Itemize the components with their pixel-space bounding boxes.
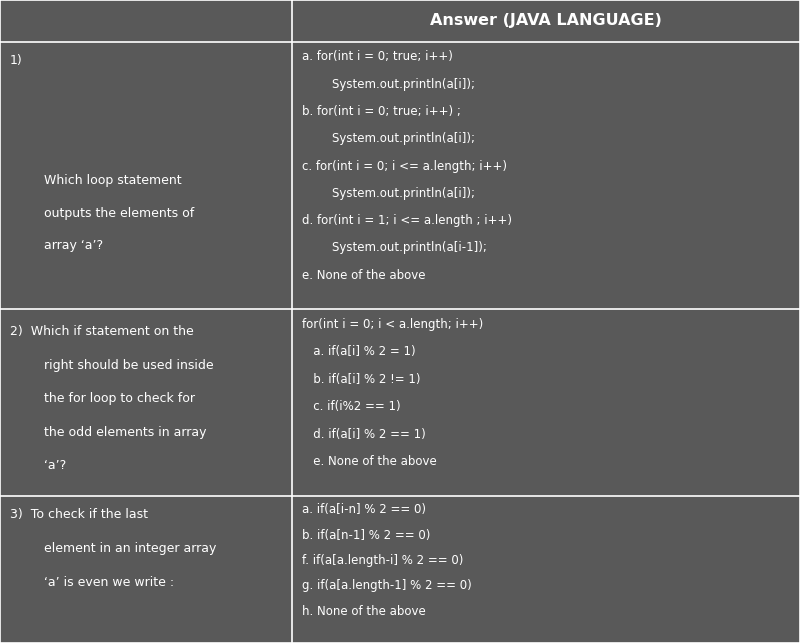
Text: element in an integer array: element in an integer array (44, 542, 216, 556)
Text: c. if(i%2 == 1): c. if(i%2 == 1) (302, 400, 400, 413)
Text: d. if(a[i] % 2 == 1): d. if(a[i] % 2 == 1) (302, 428, 426, 440)
Text: outputs the elements of: outputs the elements of (44, 206, 194, 219)
Text: e. None of the above: e. None of the above (302, 269, 425, 282)
Text: System.out.println(a[i]);: System.out.println(a[i]); (302, 187, 474, 200)
Text: c. for(int i = 0; i <= a.length; i++): c. for(int i = 0; i <= a.length; i++) (302, 159, 506, 172)
Text: System.out.println(a[i]);: System.out.println(a[i]); (302, 132, 474, 145)
Text: g. if(a[a.length-1] % 2 == 0): g. if(a[a.length-1] % 2 == 0) (302, 579, 471, 592)
Text: e. None of the above: e. None of the above (302, 455, 436, 468)
Text: right should be used inside: right should be used inside (44, 359, 214, 372)
Text: Which loop statement: Which loop statement (44, 174, 182, 187)
Text: System.out.println(a[i]);: System.out.println(a[i]); (302, 78, 474, 91)
Text: b. if(a[i] % 2 != 1): b. if(a[i] % 2 != 1) (302, 373, 420, 386)
Text: a. for(int i = 0; true; i++): a. for(int i = 0; true; i++) (302, 50, 453, 63)
Text: array ‘a’?: array ‘a’? (44, 239, 103, 251)
Text: System.out.println(a[i-1]);: System.out.println(a[i-1]); (302, 241, 486, 255)
Text: ‘a’?: ‘a’? (44, 459, 66, 473)
Text: the odd elements in array: the odd elements in array (44, 426, 206, 439)
Text: 1): 1) (10, 54, 22, 67)
Text: ‘a’ is even we write :: ‘a’ is even we write : (44, 576, 174, 589)
Text: 2)  Which if statement on the: 2) Which if statement on the (10, 325, 194, 338)
Text: b. if(a[n-1] % 2 == 0): b. if(a[n-1] % 2 == 0) (302, 529, 430, 541)
Text: a. if(a[i] % 2 = 1): a. if(a[i] % 2 = 1) (302, 345, 415, 358)
Text: a. if(a[i-n] % 2 == 0): a. if(a[i-n] % 2 == 0) (302, 503, 426, 516)
Text: d. for(int i = 1; i <= a.length ; i++): d. for(int i = 1; i <= a.length ; i++) (302, 214, 512, 227)
Text: h. None of the above: h. None of the above (302, 605, 426, 618)
Text: the for loop to check for: the for loop to check for (44, 392, 195, 405)
Text: b. for(int i = 0; true; i++) ;: b. for(int i = 0; true; i++) ; (302, 105, 461, 118)
Text: 3)  To check if the last: 3) To check if the last (10, 509, 147, 521)
Text: f. if(a[a.length-i] % 2 == 0): f. if(a[a.length-i] % 2 == 0) (302, 554, 463, 567)
Text: Answer (JAVA LANGUAGE): Answer (JAVA LANGUAGE) (430, 14, 662, 28)
Text: for(int i = 0; i < a.length; i++): for(int i = 0; i < a.length; i++) (302, 318, 483, 331)
